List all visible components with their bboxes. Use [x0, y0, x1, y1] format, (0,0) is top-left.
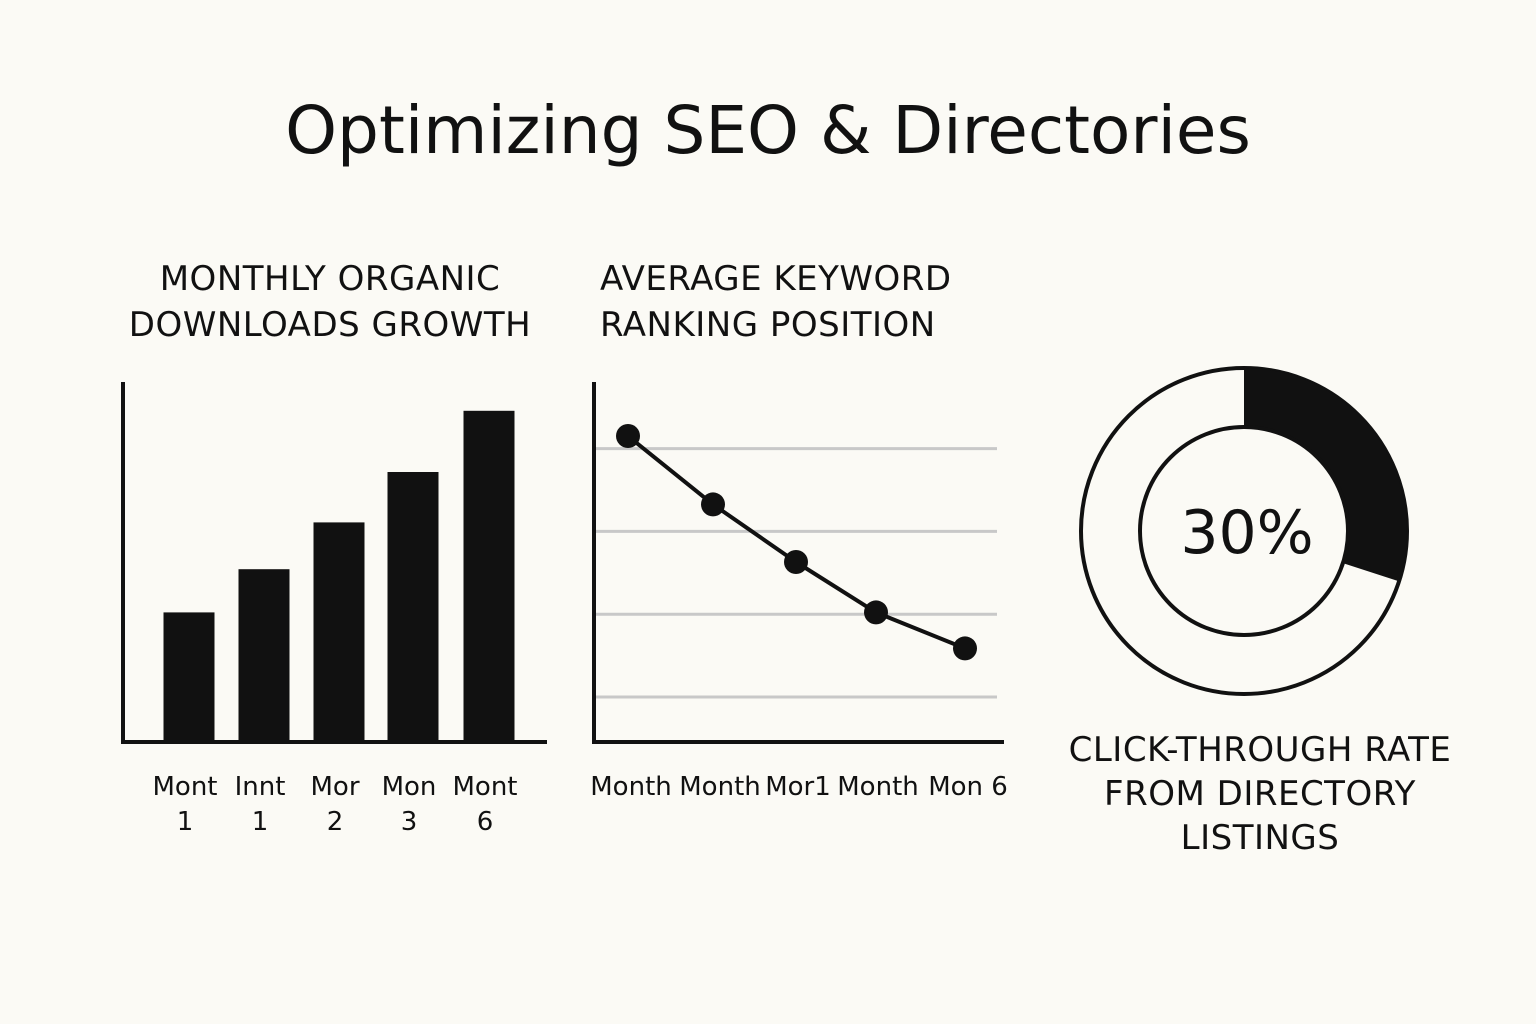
- line-x-tick-label-2: Month: [679, 772, 761, 802]
- bar-x-tick-label-2-line-2: 1: [252, 807, 269, 837]
- line-point-1: [616, 424, 640, 448]
- line-chart-title: AVERAGE KEYWORD RANKING POSITION: [600, 256, 952, 348]
- donut-caption-line-3: LISTINGS: [1180, 818, 1340, 858]
- page-title: Optimizing SEO & Directories: [285, 92, 1251, 169]
- line-x-tick-label-5: Mon 6: [928, 772, 1008, 802]
- bar-x-tick-label-4-line-2: 3: [401, 807, 418, 837]
- donut-inner-ring: [1138, 425, 1350, 637]
- line-chart-title-line-1: AVERAGE KEYWORD: [600, 259, 952, 299]
- donut-segment-click-through: [1244, 368, 1407, 582]
- line-x-tick-label-3: Mor1: [765, 772, 831, 802]
- bar-2: [238, 569, 290, 742]
- line-point-4: [864, 600, 888, 625]
- donut-chart-caption: CLICK-THROUGH RATE FROM DIRECTORY LISTIN…: [1040, 728, 1480, 860]
- line-point-2: [701, 492, 725, 517]
- bar-x-tick-label-5-line-2: 6: [477, 807, 494, 837]
- donut-caption-line-1: CLICK-THROUGH RATE: [1068, 730, 1452, 770]
- bar-x-tick-label-5-line-1: Mont: [452, 772, 517, 802]
- donut-center-label: 30%: [1180, 498, 1313, 568]
- line-chart-title-line-2: RANKING POSITION: [600, 305, 936, 345]
- bar-3: [313, 522, 365, 742]
- bar-x-tick-label-1-line-1: Mont: [152, 772, 217, 802]
- donut-caption-line-2: FROM DIRECTORY: [1104, 774, 1416, 814]
- bar-chart-title: MONTHLY ORGANIC DOWNLOADS GROWTH: [110, 256, 550, 348]
- line-point-5: [953, 636, 977, 661]
- bar-chart-title-line-1: MONTHLY ORGANIC: [159, 259, 501, 299]
- line-x-tick-label-4: Month: [837, 772, 919, 802]
- line-x-tick-label-1: Month: [590, 772, 672, 802]
- bar-x-tick-label-3-line-1: Mor: [310, 772, 359, 802]
- bar-x-tick-label-1-line-2: 1: [177, 807, 194, 837]
- bar-x-tick-label-4-line-1: Mon: [382, 772, 437, 802]
- line-chart-series: [626, 434, 966, 651]
- bar-5: [463, 410, 515, 742]
- bar-chart-title-line-2: DOWNLOADS GROWTH: [128, 305, 532, 345]
- bar-1: [163, 612, 215, 742]
- bar-4: [387, 472, 439, 742]
- bar-x-tick-label-2-line-1: Innt: [235, 772, 286, 802]
- line-point-3: [784, 550, 808, 574]
- bar-x-tick-label-3-line-2: 2: [327, 807, 344, 837]
